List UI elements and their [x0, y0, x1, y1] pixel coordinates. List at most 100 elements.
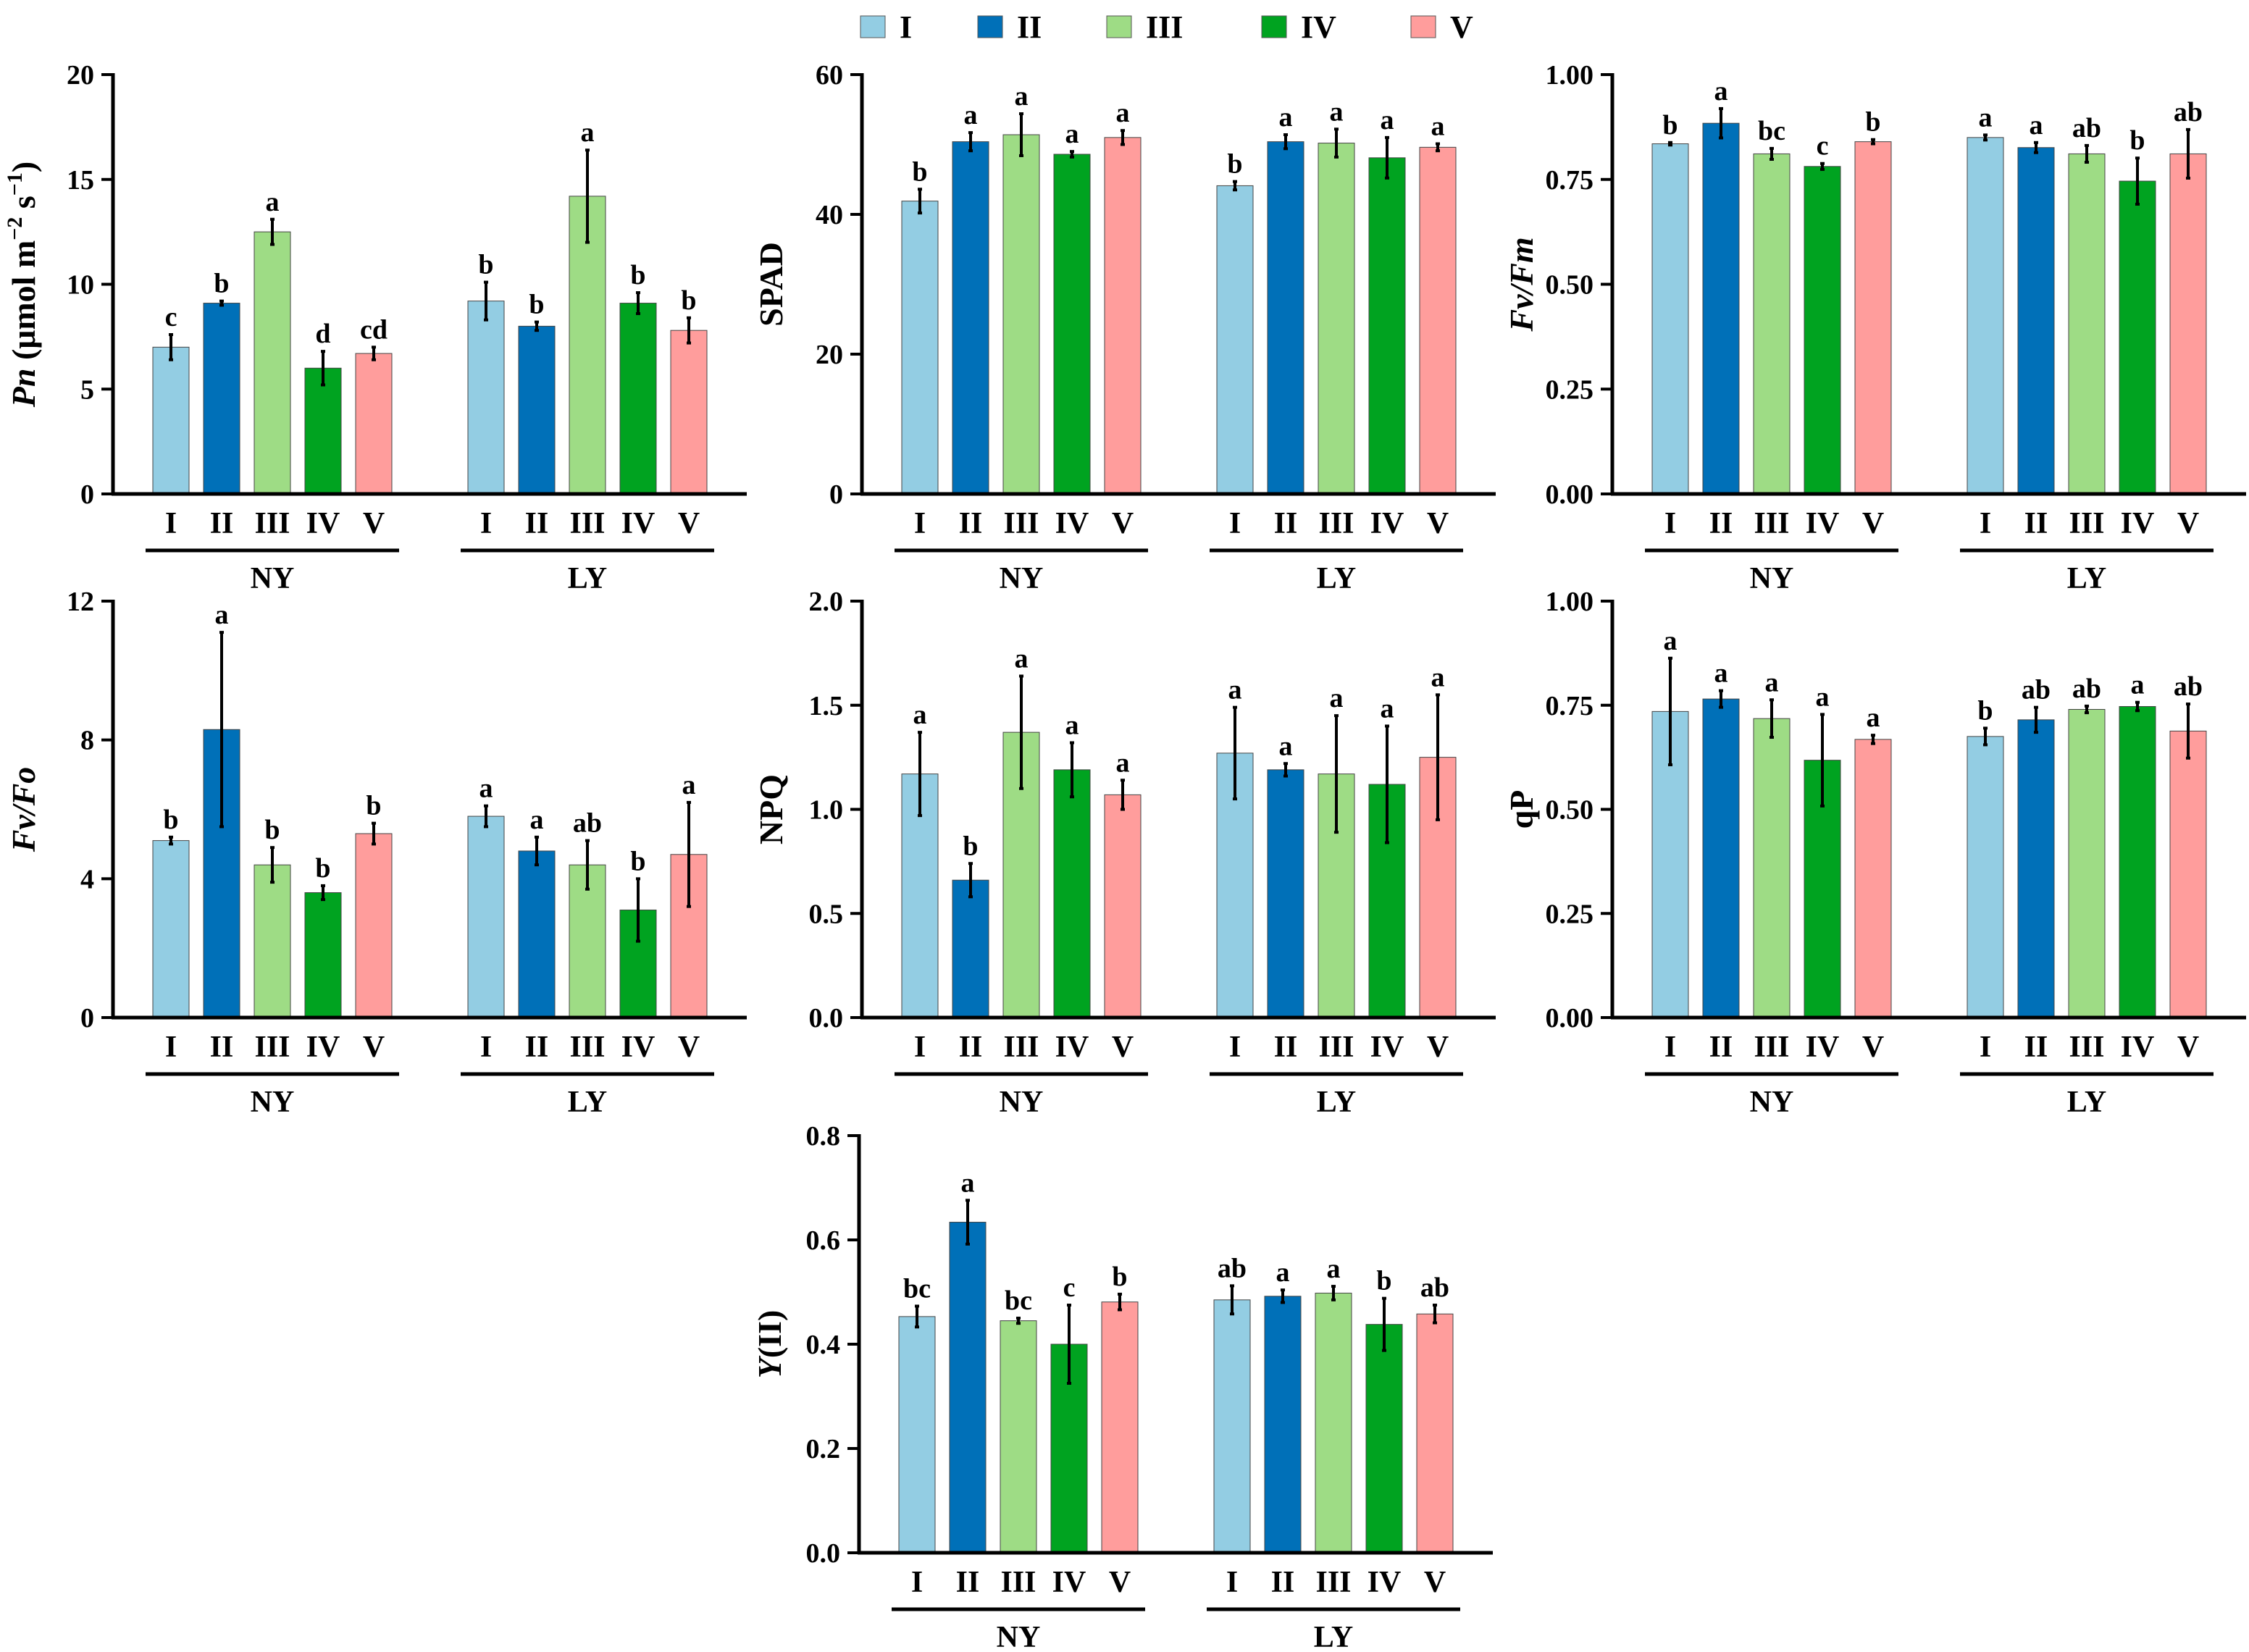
legend-label: V: [1450, 9, 1473, 45]
significance-letter: a: [1116, 98, 1130, 128]
y-label-italic: Pn: [5, 369, 42, 408]
bar: [1854, 739, 1892, 1018]
bar: [619, 303, 657, 495]
y-tick-label: 8: [80, 726, 94, 756]
y-label-text: SPAD: [753, 242, 790, 327]
x-tick-label: III: [2069, 1031, 2104, 1064]
significance-letter: b: [963, 831, 978, 861]
significance-letter: ab: [2072, 113, 2101, 143]
group-NY: b abc c b NY: [1645, 76, 1898, 595]
group-label: NY: [997, 1621, 1041, 1652]
significance-letter: a: [1116, 747, 1130, 778]
bar: [1104, 137, 1142, 495]
x-tick-label: IV: [621, 1031, 656, 1064]
x-tick-label: I: [1980, 507, 1991, 540]
x-tick-label: I: [1664, 1031, 1676, 1064]
y-axis-label: qP: [1503, 790, 1540, 829]
bar: [1216, 185, 1254, 495]
bar: [1753, 153, 1791, 495]
x-tick-label: III: [569, 1031, 605, 1064]
group-label: LY: [1317, 1086, 1357, 1119]
x-tick-label: I: [914, 1031, 926, 1064]
x-tick-label: II: [1709, 507, 1733, 540]
group-LY: a a a a a LY: [1210, 662, 1463, 1119]
bar: [254, 231, 291, 495]
x-tick-label: II: [525, 507, 549, 540]
group-label: NY: [1750, 562, 1794, 595]
legend-item-2: II: [977, 9, 1042, 45]
y-axis-label: NPQ: [753, 774, 790, 844]
bar: [203, 303, 240, 495]
group-label: NY: [1750, 1086, 1794, 1119]
y-label-sup: −1: [3, 172, 27, 196]
x-tick-label: IV: [1055, 507, 1089, 540]
significance-letter: a: [1979, 102, 1993, 133]
bar: [355, 353, 393, 495]
y-tick-label: 5: [80, 374, 94, 405]
significance-letter: a: [530, 805, 544, 835]
legend: I II III IV V: [860, 9, 1473, 45]
y-tick-label: 0: [80, 479, 94, 510]
significance-letter: a: [1015, 81, 1029, 112]
significance-letter: b: [1977, 695, 1993, 726]
group-label: LY: [2067, 562, 2107, 595]
significance-letter: a: [1381, 694, 1394, 724]
y-tick-label: 0.75: [1546, 165, 1594, 196]
significance-letter: ab: [1420, 1272, 1449, 1303]
significance-letter: ab: [2174, 97, 2203, 127]
group-label: NY: [251, 562, 295, 595]
bar: [2068, 153, 2106, 495]
significance-letter: b: [529, 290, 544, 320]
bar: [1267, 141, 1304, 495]
group-NY: b a b b b NY: [146, 600, 399, 1119]
legend-swatch: [977, 15, 1003, 38]
x-tick-label: V: [1424, 1566, 1446, 1599]
significance-letter: b: [1865, 107, 1880, 138]
x-tick-label: I: [1226, 1566, 1238, 1599]
bar: [2119, 180, 2156, 495]
significance-letter: b: [2129, 125, 2145, 156]
significance-letter: d: [315, 319, 330, 349]
x-tick-label: III: [569, 507, 605, 540]
bar: [1000, 1320, 1037, 1554]
legend-swatch: [1261, 15, 1287, 38]
x-tick-label: V: [1112, 507, 1134, 540]
y-tick-label: 10: [67, 270, 94, 301]
bar: [2068, 709, 2106, 1018]
significance-letter: a: [1765, 667, 1779, 697]
y-label-sup: −2: [3, 217, 27, 240]
bar: [1854, 141, 1892, 495]
y-tick-label: 0: [829, 479, 843, 510]
bar: [2017, 719, 2055, 1018]
bar: [1002, 134, 1040, 495]
x-tick-label: I: [914, 507, 926, 540]
significance-letter: a: [2030, 110, 2043, 141]
y-axis-label: Pn (μmol m−2 s−1): [3, 162, 42, 408]
group-NY: a b a a a NY: [895, 644, 1148, 1119]
legend-item-4: IV: [1261, 9, 1336, 45]
bar: [1101, 1301, 1139, 1554]
y-tick-label: 4: [80, 864, 94, 894]
bar: [1967, 736, 2004, 1018]
group-label: LY: [1317, 562, 1357, 595]
y-tick-label: 40: [816, 200, 843, 230]
significance-letter: a: [1714, 76, 1728, 106]
significance-letter: ab: [2072, 674, 2101, 704]
y-axis-label: Fv/Fo: [5, 767, 42, 853]
bar: [1104, 794, 1142, 1018]
significance-letter: a: [1431, 662, 1445, 692]
y-tick-label: 0.50: [1546, 795, 1594, 826]
significance-letter: a: [1276, 1257, 1290, 1288]
x-tick-label: V: [2177, 507, 2199, 540]
group-label: NY: [251, 1086, 295, 1119]
significance-letter: a: [2131, 670, 2145, 700]
x-tick-label: V: [1862, 507, 1884, 540]
y-tick-label: 0.00: [1546, 1003, 1594, 1033]
